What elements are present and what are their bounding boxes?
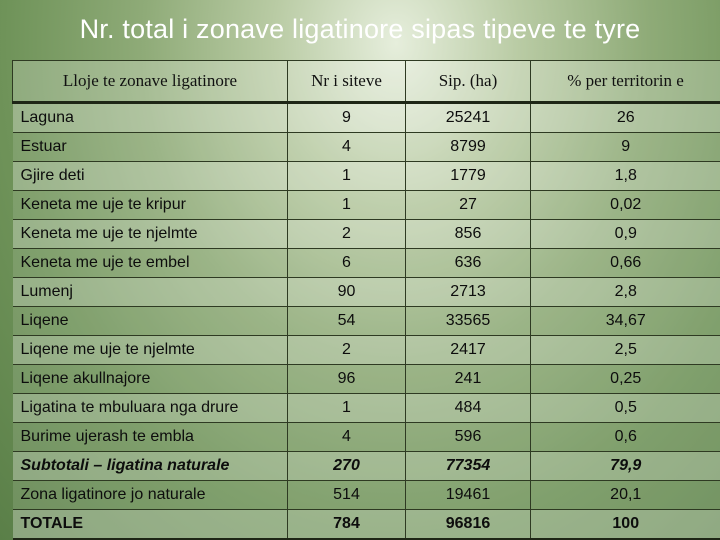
- table-row: Estuar 4 8799 9: [12, 132, 720, 162]
- wetland-type-cell: Subtotali – ligatina naturale: [12, 451, 288, 481]
- table-row: Lumenj 90 2713 2,8: [12, 277, 720, 307]
- table-row: TOTALE 784 96816 100: [12, 509, 720, 540]
- area-cell: 96816: [405, 509, 531, 540]
- wetland-types-table: Lloje te zonave ligatinore Nr i siteve S…: [12, 60, 720, 540]
- percent-cell: 0,6: [530, 422, 720, 452]
- site-count-cell: 4: [287, 422, 406, 452]
- site-count-cell: 6: [287, 248, 406, 278]
- area-cell: 856: [405, 219, 531, 249]
- percent-cell: 0,5: [530, 393, 720, 423]
- percent-cell: 0,25: [530, 364, 720, 394]
- area-cell: 2713: [405, 277, 531, 307]
- wetland-type-cell: Liqene akullnajore: [12, 364, 288, 394]
- site-count-cell: 54: [287, 306, 406, 336]
- percent-cell: 2,5: [530, 335, 720, 365]
- area-cell: 27: [405, 190, 531, 220]
- percent-cell: 100: [530, 509, 720, 540]
- wetland-type-cell: Keneta me uje te njelmte: [12, 219, 288, 249]
- table-row: Liqene akullnajore 96 241 0,25: [12, 364, 720, 394]
- table-row: Zona ligatinore jo naturale 514 19461 20,1: [12, 480, 720, 510]
- wetland-type-cell: Laguna: [12, 102, 288, 133]
- table-row: Liqene me uje te njelmte 2 2417 2,5: [12, 335, 720, 365]
- table-row: Laguna 9 25241 26: [12, 102, 720, 133]
- percent-cell: 79,9: [530, 451, 720, 481]
- table-header-row: Lloje te zonave ligatinore Nr i siteve S…: [12, 60, 720, 104]
- table-row: Gjire deti 1 1779 1,8: [12, 161, 720, 191]
- wetland-type-cell: Liqene me uje te njelmte: [12, 335, 288, 365]
- wetland-type-cell: Estuar: [12, 132, 288, 162]
- percent-cell: 20,1: [530, 480, 720, 510]
- area-cell: 2417: [405, 335, 531, 365]
- percent-cell: 9: [530, 132, 720, 162]
- area-cell: 77354: [405, 451, 531, 481]
- table-row: Keneta me uje te kripur 1 27 0,02: [12, 190, 720, 220]
- header-territory-percent: % per territorin e: [530, 60, 720, 104]
- header-site-count: Nr i siteve: [287, 60, 406, 104]
- area-cell: 33565: [405, 306, 531, 336]
- table-row: Liqene 54 33565 34,67: [12, 306, 720, 336]
- table-row: Burime ujerash te embla 4 596 0,6: [12, 422, 720, 452]
- wetland-type-cell: TOTALE: [12, 509, 288, 540]
- table-body: Laguna 9 25241 26 Estuar 4 8799 9 Gjire deti 1 177…: [12, 102, 720, 540]
- percent-cell: 2,8: [530, 277, 720, 307]
- area-cell: 19461: [405, 480, 531, 510]
- area-cell: 596: [405, 422, 531, 452]
- wetland-type-cell: Ligatina te mbuluara nga drure: [12, 393, 288, 423]
- wetland-type-cell: Keneta me uje te kripur: [12, 190, 288, 220]
- header-area-ha: Sip. (ha): [405, 60, 531, 104]
- site-count-cell: 1: [287, 190, 406, 220]
- wetland-type-cell: Zona ligatinore jo naturale: [12, 480, 288, 510]
- site-count-cell: 784: [287, 509, 406, 540]
- wetland-type-cell: Burime ujerash te embla: [12, 422, 288, 452]
- site-count-cell: 2: [287, 219, 406, 249]
- wetland-type-cell: Liqene: [12, 306, 288, 336]
- site-count-cell: 9: [287, 102, 406, 133]
- area-cell: 484: [405, 393, 531, 423]
- wetland-type-cell: Keneta me uje te embel: [12, 248, 288, 278]
- header-wetland-type: Lloje te zonave ligatinore: [12, 60, 288, 104]
- percent-cell: 34,67: [530, 306, 720, 336]
- percent-cell: 0,9: [530, 219, 720, 249]
- percent-cell: 1,8: [530, 161, 720, 191]
- area-cell: 1779: [405, 161, 531, 191]
- area-cell: 636: [405, 248, 531, 278]
- percent-cell: 0,66: [530, 248, 720, 278]
- site-count-cell: 90: [287, 277, 406, 307]
- table-row: Subtotali – ligatina naturale 270 77354 79,…: [12, 451, 720, 481]
- wetland-type-cell: Gjire deti: [12, 161, 288, 191]
- percent-cell: 26: [530, 102, 720, 133]
- site-count-cell: 1: [287, 393, 406, 423]
- area-cell: 8799: [405, 132, 531, 162]
- site-count-cell: 1: [287, 161, 406, 191]
- table-row: Ligatina te mbuluara nga drure 1 484 0,5: [12, 393, 720, 423]
- site-count-cell: 270: [287, 451, 406, 481]
- percent-cell: 0,02: [530, 190, 720, 220]
- area-cell: 241: [405, 364, 531, 394]
- wetland-type-cell: Lumenj: [12, 277, 288, 307]
- table-row: Keneta me uje te embel 6 636 0,66: [12, 248, 720, 278]
- area-cell: 25241: [405, 102, 531, 133]
- table-row: Keneta me uje te njelmte 2 856 0,9: [12, 219, 720, 249]
- site-count-cell: 2: [287, 335, 406, 365]
- slide-title: Nr. total i zonave ligatinore sipas tipe…: [79, 14, 641, 44]
- site-count-cell: 96: [287, 364, 406, 394]
- site-count-cell: 4: [287, 132, 406, 162]
- site-count-cell: 514: [287, 480, 406, 510]
